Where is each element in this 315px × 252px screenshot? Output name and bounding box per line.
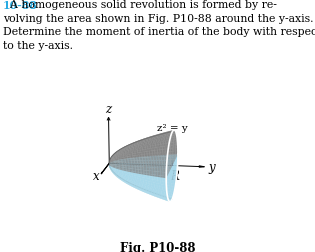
Text: Fig. P10-88: Fig. P10-88 <box>120 241 195 252</box>
Text: 10-88: 10-88 <box>3 0 38 11</box>
Text: A homogeneous solid revolution is formed by re-
volving the area shown in Fig. P: A homogeneous solid revolution is formed… <box>3 0 315 51</box>
